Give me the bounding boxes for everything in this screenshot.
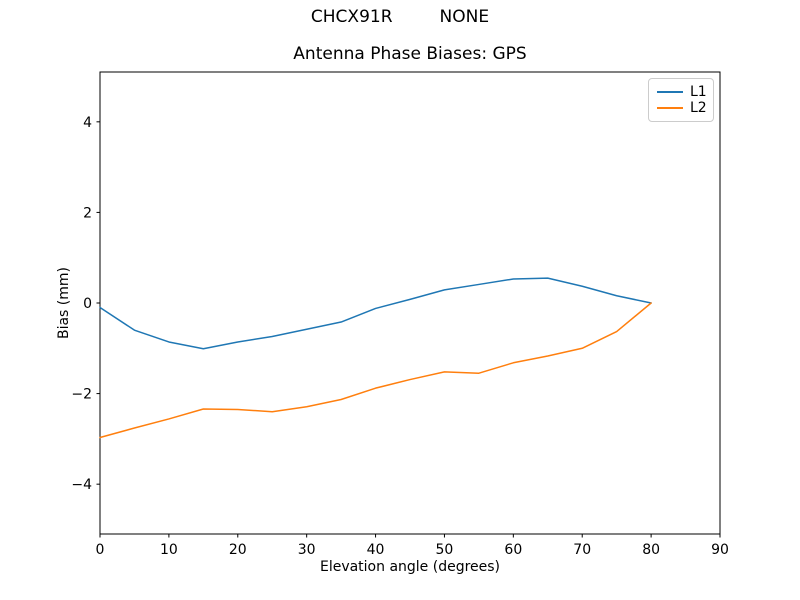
x-tick-label: 0 [96,542,105,558]
station-id: CHCX91R [310,7,393,27]
y-tick-label: −4 [71,477,92,493]
l1-line-sample [657,91,683,93]
chart-title: Antenna Phase Biases: GPS [293,44,527,64]
x-tick-label: 10 [160,542,178,558]
y-tick-label: −2 [71,387,92,403]
antenna-type: NONE [439,7,490,27]
x-tick-label: 50 [436,542,454,558]
legend-entry-l2: L2 [657,100,707,116]
y-tick-label: 0 [83,296,92,312]
y-axis-label: Bias (mm) [56,266,72,340]
x-axis-label: Elevation angle (degrees) [319,559,501,575]
figure-suptitle: CHCX91R NONE [0,9,800,26]
y-tick-label: 4 [83,115,92,131]
y-tick-label: 2 [83,205,92,221]
x-tick-label: 40 [367,542,385,558]
x-tick-label: 80 [642,542,660,558]
legend: L1 L2 [648,78,714,122]
series-line-l2 [99,302,652,439]
x-tick-label: 60 [504,542,522,558]
axes-frame [99,71,721,535]
legend-label-l2: L2 [690,100,707,116]
x-tick-label: 70 [573,542,591,558]
x-tick-label: 30 [298,542,316,558]
x-tick-label: 90 [711,542,729,558]
legend-label-l1: L1 [690,84,707,100]
series-line-l1 [99,277,652,350]
legend-entry-l1: L1 [657,84,707,100]
l2-line-sample [657,107,683,109]
x-tick-label: 20 [229,542,247,558]
